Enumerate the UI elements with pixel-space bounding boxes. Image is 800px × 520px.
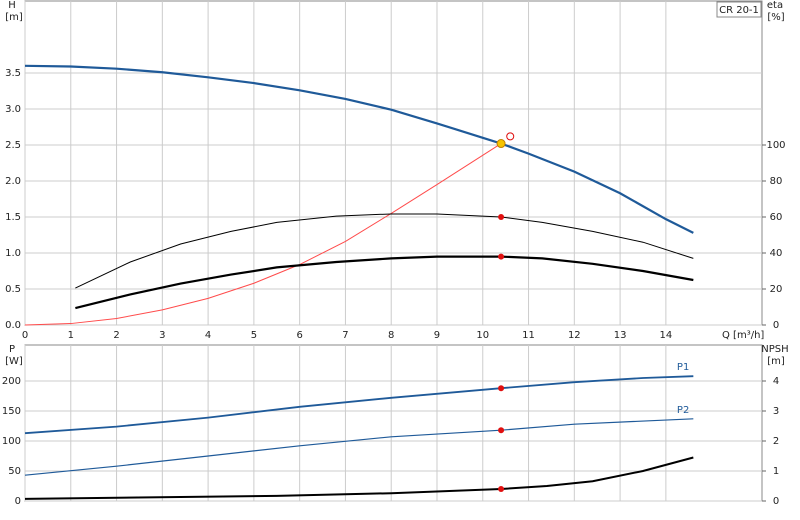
point-marker [498, 214, 505, 220]
series-label: P2 [677, 405, 689, 416]
y-tick-label: 0.5 [5, 284, 21, 295]
y-tick-label: 1.0 [5, 248, 21, 259]
y2-tick-label: 1 [773, 466, 779, 477]
series-line [75, 255, 694, 310]
x-tick-label: 9 [434, 330, 440, 341]
point-marker [498, 385, 505, 392]
x-tick-label: 2 [113, 330, 119, 341]
series-line [24, 143, 502, 326]
y2-axis-label: eta [767, 0, 783, 11]
series-line [24, 418, 694, 476]
y-tick-label: 3.5 [5, 68, 21, 79]
y-tick-label: 50 [8, 466, 21, 477]
y2-axis-unit: [m] [767, 356, 785, 367]
series-label: P1 [677, 362, 689, 373]
y-tick-label: 150 [2, 406, 21, 417]
series-line [24, 64, 694, 234]
x-tick-label: 0 [22, 330, 28, 341]
x-tick-label: 6 [296, 330, 302, 341]
y2-tick-label: 20 [770, 284, 783, 295]
y-tick-label: 2.0 [5, 176, 21, 187]
y-axis-unit: [W] [5, 356, 23, 367]
y2-tick-label: 80 [770, 176, 783, 187]
y2-tick-label: 3 [773, 406, 779, 417]
y-tick-label: 200 [2, 376, 21, 387]
point-marker [498, 486, 505, 492]
y2-tick-label: 0 [773, 320, 779, 331]
x-tick-label: 13 [614, 330, 627, 341]
y-tick-label: 0 [15, 496, 21, 507]
y2-tick-label: 60 [770, 212, 783, 223]
y-axis-label: P [9, 344, 15, 355]
x-tick-label: 4 [205, 330, 211, 341]
plot-frame [24, 0, 763, 326]
y-axis-label: H [8, 0, 16, 11]
y-tick-label: 0.0 [5, 320, 21, 331]
x-tick-label: 11 [522, 330, 535, 341]
y2-tick-label: 4 [773, 376, 779, 387]
y2-tick-label: 40 [770, 248, 783, 259]
duty-point [496, 139, 506, 149]
y-tick-label: 100 [2, 436, 21, 447]
x-tick-label: 12 [568, 330, 581, 341]
point-marker [498, 253, 505, 260]
x-tick-label: 10 [476, 330, 489, 341]
product-label: CR 20-1 [719, 5, 759, 16]
y-tick-label: 3.0 [5, 104, 21, 115]
x-tick-label: 5 [251, 330, 257, 341]
requested-point [506, 132, 515, 141]
y-tick-label: 2.5 [5, 140, 21, 151]
x-tick-label: 8 [388, 330, 394, 341]
x-tick-label: 1 [68, 330, 74, 341]
y2-tick-label: 100 [766, 140, 785, 151]
x-tick-label: 3 [159, 330, 165, 341]
y-axis-unit: [m] [5, 12, 23, 23]
x-tick-label: 7 [342, 330, 348, 341]
y2-axis-label: NPSH [761, 344, 788, 355]
series-line [24, 456, 694, 500]
product-box [716, 1, 762, 18]
y2-tick-label: 0 [773, 496, 779, 507]
plot-frame [24, 344, 763, 502]
y2-axis-unit: [%] [767, 12, 784, 23]
series-line [24, 375, 694, 435]
x-axis-label: Q [m³/h] [722, 330, 764, 341]
x-tick-label: 14 [660, 330, 673, 341]
series-line [75, 213, 694, 289]
y-tick-label: 1.5 [5, 212, 21, 223]
y2-tick-label: 2 [773, 436, 779, 447]
point-marker [498, 427, 505, 434]
